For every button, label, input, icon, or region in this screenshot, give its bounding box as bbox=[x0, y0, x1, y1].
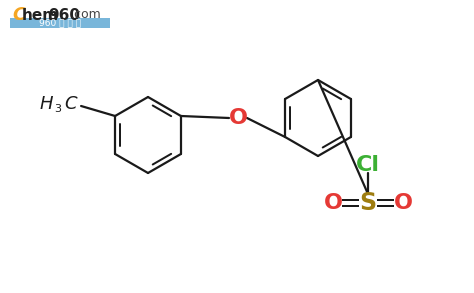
Text: 960 化 工 网: 960 化 工 网 bbox=[39, 18, 81, 28]
Text: O: O bbox=[323, 193, 343, 213]
FancyBboxPatch shape bbox=[10, 18, 110, 28]
Text: S: S bbox=[359, 191, 376, 215]
Text: C: C bbox=[64, 95, 77, 113]
Text: C: C bbox=[12, 6, 25, 24]
Text: 960: 960 bbox=[48, 8, 80, 23]
Text: hem: hem bbox=[22, 8, 59, 23]
Text: H: H bbox=[40, 95, 53, 113]
Text: Cl: Cl bbox=[356, 155, 380, 175]
Text: O: O bbox=[393, 193, 412, 213]
Text: .com: .com bbox=[71, 8, 102, 21]
Text: O: O bbox=[228, 108, 247, 128]
Text: 3: 3 bbox=[54, 104, 61, 114]
